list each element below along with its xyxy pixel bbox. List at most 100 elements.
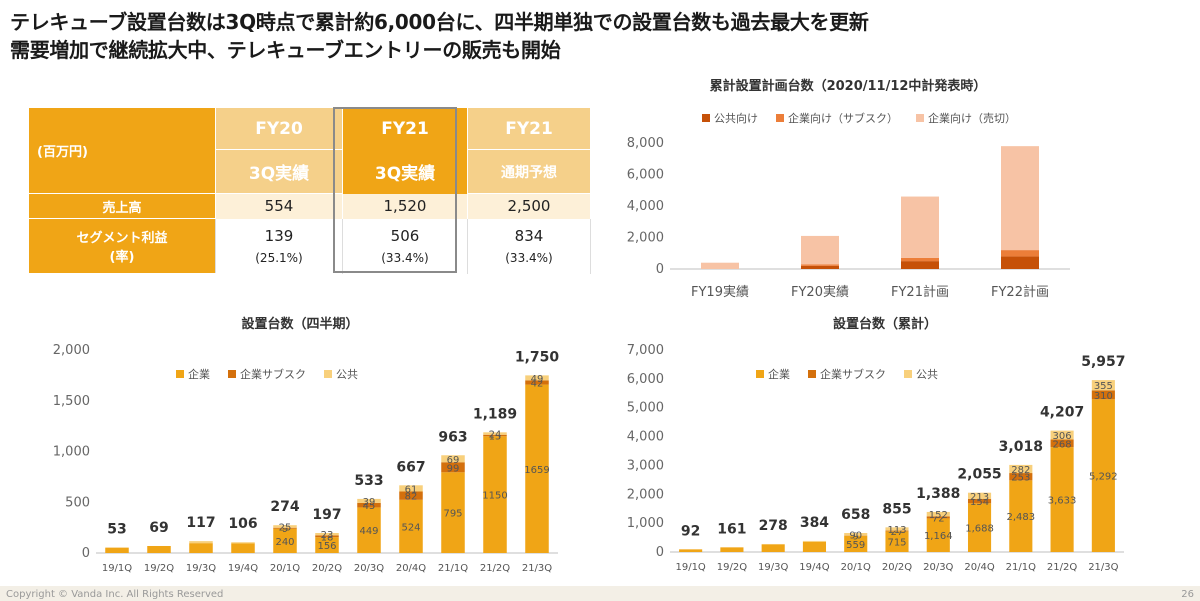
x-tick-label: 21/2Q <box>480 563 510 574</box>
data-label: 25 <box>279 522 292 533</box>
legend-swatch <box>904 370 912 378</box>
bar-segment <box>1091 390 1115 400</box>
segment-rate: (33.4%) <box>381 251 429 265</box>
legend-label: 公共向け <box>714 111 758 125</box>
bar-segment <box>441 455 465 463</box>
bar-segment <box>679 549 703 552</box>
legend-swatch <box>176 370 184 378</box>
legend-swatch <box>702 114 710 122</box>
total-label: 69 <box>149 520 168 536</box>
y-tick-label: 1,500 <box>53 394 90 409</box>
bar-segment <box>761 543 785 545</box>
x-tick-label: FY19実績 <box>691 284 749 300</box>
x-tick-label: 19/1Q <box>675 562 705 573</box>
footer: Copyright © Vanda Inc. All Rights Reserv… <box>0 586 1200 601</box>
bar-segment <box>483 434 507 437</box>
segment-value: 834 <box>514 227 544 245</box>
bar-segment <box>525 384 549 553</box>
bar-segment <box>357 502 381 508</box>
bar-segment <box>1009 464 1033 474</box>
col-header-fy21-3q: FY21 <box>342 107 468 150</box>
data-label: 240 <box>275 537 294 548</box>
bar-segment <box>802 540 827 542</box>
data-label: 449 <box>359 526 378 537</box>
bar-segment <box>273 525 297 528</box>
data-label: 1,688 <box>965 524 994 535</box>
bar-segment <box>1001 256 1039 269</box>
y-tick-label: 500 <box>65 495 90 510</box>
bar-segment <box>1091 380 1115 391</box>
y-tick-label: 4,000 <box>627 430 664 445</box>
bar-segment <box>315 535 339 538</box>
bar-segment <box>844 535 868 552</box>
total-label: 197 <box>312 507 341 523</box>
col-period-fy21-forecast: 通期予想 <box>467 149 591 194</box>
row-label-sales: 売上高 <box>29 193 216 219</box>
total-label: 161 <box>717 521 746 537</box>
x-tick-label: 19/2Q <box>144 563 174 574</box>
x-tick-label: 20/1Q <box>841 562 871 573</box>
data-label: 3,633 <box>1048 496 1077 507</box>
segment-value: 506 <box>390 227 420 245</box>
bar-segment <box>441 472 465 553</box>
y-tick-label: 1,000 <box>53 445 90 460</box>
x-tick-label: 20/4Q <box>964 562 994 573</box>
legend-label: 企業 <box>188 367 210 381</box>
x-tick-label: FY20実績 <box>791 284 849 300</box>
bar-segment <box>189 541 213 544</box>
bar-segment <box>926 516 950 519</box>
bar-segment <box>901 196 939 258</box>
financial-table: (百万円) FY20 FY21 FY21 3Q実績 3Q実績 通期予想 売上高 … <box>29 107 591 274</box>
bar-segment <box>357 507 381 553</box>
bar-segment <box>315 537 339 553</box>
data-label: 99 <box>447 463 460 474</box>
col-header-fy21-forecast: FY21 <box>467 107 591 150</box>
x-tick-label: 19/1Q <box>102 563 132 574</box>
page-number: 26 <box>1181 589 1194 600</box>
data-label: 39 <box>363 497 376 508</box>
total-label: 92 <box>681 523 700 539</box>
total-label: 1,750 <box>515 349 560 365</box>
y-tick-label: 0 <box>656 262 664 277</box>
bar-segment <box>802 541 827 552</box>
bar-segment <box>801 264 839 266</box>
bar-segment <box>720 547 744 552</box>
x-tick-label: 20/3Q <box>923 562 953 573</box>
data-label: 1,164 <box>924 531 953 542</box>
chart-title: 設置台数（四半期） <box>241 316 358 332</box>
bar-segment <box>844 533 868 536</box>
bar-segment <box>801 235 839 265</box>
data-label: 268 <box>1053 439 1072 450</box>
bar-segment <box>885 527 909 531</box>
bar-segment <box>1001 146 1039 251</box>
data-label: 715 <box>887 538 906 549</box>
bar-segment <box>967 492 992 499</box>
segment-cell-fy20: 139 (25.1%) <box>215 218 343 274</box>
row-label-segment: セグメント利益 (率) <box>29 218 216 274</box>
bar-segment <box>399 485 423 492</box>
bar-segment <box>231 543 255 553</box>
segment-cell-fy21-3q: 506 (33.4%) <box>342 218 468 274</box>
bar-segment <box>885 531 909 552</box>
y-tick-label: 1,000 <box>627 516 664 531</box>
segment-label-main: セグメント利益 <box>76 231 168 246</box>
x-tick-label: 21/1Q <box>438 563 468 574</box>
unit-label: (百万円) <box>29 107 216 194</box>
y-tick-label: 8,000 <box>627 136 664 151</box>
x-tick-label: 20/2Q <box>312 563 342 574</box>
data-label: 795 <box>443 509 462 520</box>
y-tick-label: 0 <box>82 546 90 561</box>
legend-swatch <box>756 370 764 378</box>
y-tick-label: 2,000 <box>53 343 90 358</box>
cumulative-chart: 設置台数（累計） 企業 企業サブスク 公共 0 1,000 2,000 3,000 4,000 5… <box>627 316 1126 573</box>
total-label: 3,018 <box>999 439 1043 455</box>
data-label: 306 <box>1053 431 1072 442</box>
bar-segment <box>1050 447 1074 552</box>
data-label: 9 <box>853 532 859 543</box>
data-label: 156 <box>317 541 336 552</box>
total-label: 106 <box>228 516 257 532</box>
x-tick-label: 20/2Q <box>882 562 912 573</box>
total-label: 53 <box>107 522 126 538</box>
segment-rate: (25.1%) <box>255 251 303 265</box>
bar-segment <box>483 432 507 435</box>
